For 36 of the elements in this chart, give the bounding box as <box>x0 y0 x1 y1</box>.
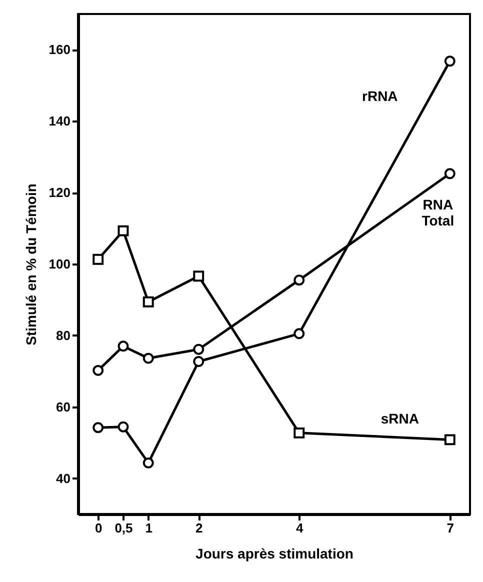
point <box>118 340 129 352</box>
y-tick-label: 160 <box>48 42 70 58</box>
point <box>294 427 305 438</box>
x-axis-title: Jours après stimulation <box>196 546 354 562</box>
y-axis-title: Stimulé en % du Témoin <box>22 184 39 346</box>
point <box>142 457 154 468</box>
point <box>444 168 456 180</box>
y-tick-label: 120 <box>48 185 70 200</box>
point <box>92 422 104 434</box>
point <box>142 296 154 308</box>
y-tick-label: 140 <box>48 114 70 129</box>
point <box>193 270 204 282</box>
x-tick-label: 0 <box>94 520 102 536</box>
x-tick-label: 7 <box>446 520 454 536</box>
point <box>118 225 129 236</box>
point <box>193 344 204 355</box>
point <box>193 356 204 367</box>
point <box>142 352 154 364</box>
point <box>444 434 456 446</box>
y-tick-label: 40 <box>56 470 70 486</box>
point <box>118 421 129 432</box>
x-tick-label: 1 <box>145 520 152 536</box>
series-label: RNA Total <box>422 196 454 229</box>
point <box>92 364 104 376</box>
y-tick-label: 60 <box>56 399 70 414</box>
x-tick-label: 4 <box>296 520 304 536</box>
x-tick-label: 2 <box>196 520 203 536</box>
point <box>294 328 305 340</box>
point <box>92 254 104 265</box>
point <box>444 56 456 67</box>
series-label: sRNA <box>380 410 419 427</box>
x-tick-label: 0,5 <box>114 520 133 536</box>
y-tick-label: 100 <box>48 256 70 272</box>
series-label: rRNA <box>362 88 398 104</box>
point <box>294 274 305 286</box>
y-tick-label: 80 <box>56 328 70 343</box>
